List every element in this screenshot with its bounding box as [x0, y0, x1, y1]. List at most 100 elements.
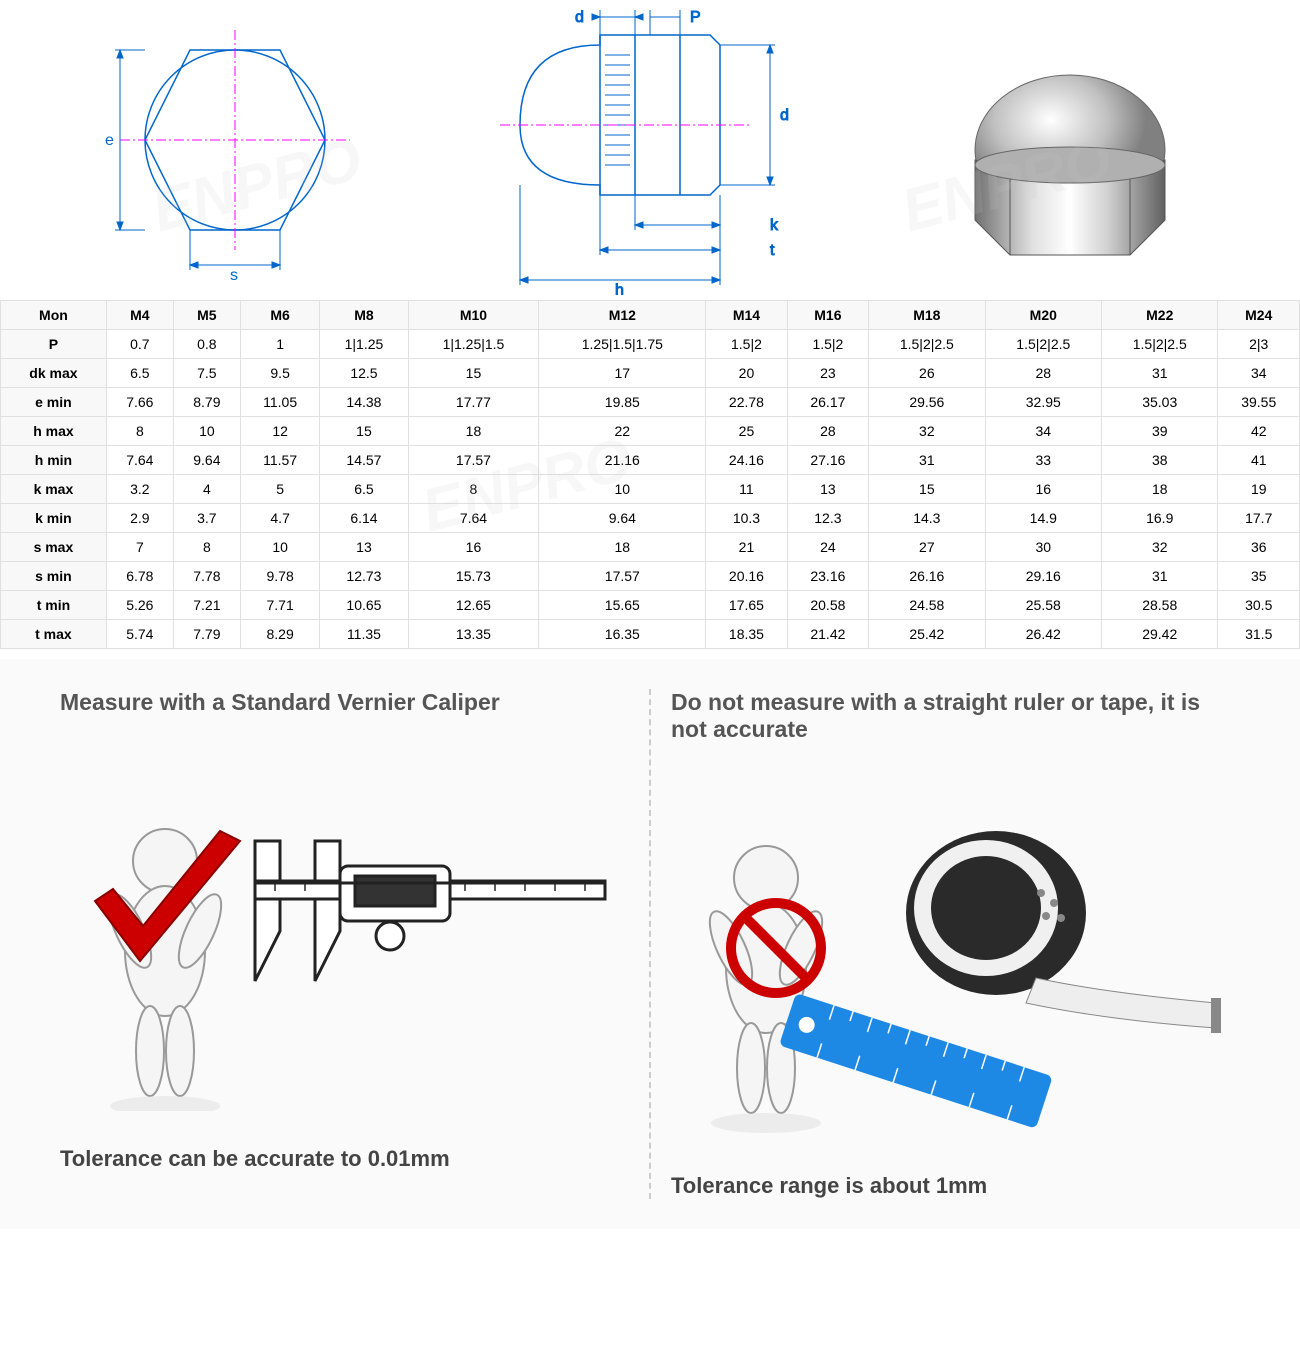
- table-cell: 27: [869, 533, 985, 562]
- table-cell: 38: [1102, 446, 1218, 475]
- table-cell: 7.64: [408, 504, 539, 533]
- row-label: k max: [1, 475, 107, 504]
- table-cell: 20.58: [787, 591, 868, 620]
- table-cell: 31.5: [1218, 620, 1300, 649]
- table-header-cell: M14: [706, 301, 787, 330]
- table-header-cell: M12: [539, 301, 706, 330]
- table-cell: 22.78: [706, 388, 787, 417]
- measure-correct: Measure with a Standard Vernier Caliper: [40, 689, 651, 1199]
- table-cell: 35: [1218, 562, 1300, 591]
- table-header-row: MonM4M5M6M8M10M12M14M16M18M20M22M24: [1, 301, 1300, 330]
- table-header-cell: M20: [985, 301, 1101, 330]
- svg-text:e: e: [105, 132, 114, 149]
- table-cell: 12.65: [408, 591, 539, 620]
- table-cell: 17.57: [539, 562, 706, 591]
- table-cell: 16: [985, 475, 1101, 504]
- table-cell: 41: [1218, 446, 1300, 475]
- table-cell: 15.65: [539, 591, 706, 620]
- table-row: e min7.668.7911.0514.3817.7719.8522.7826…: [1, 388, 1300, 417]
- table-cell: 13: [320, 533, 408, 562]
- table-cell: 29.56: [869, 388, 985, 417]
- table-cell: 21: [706, 533, 787, 562]
- table-cell: 23: [787, 359, 868, 388]
- table-cell: 16: [408, 533, 539, 562]
- table-cell: 32: [869, 417, 985, 446]
- svg-text:h: h: [615, 282, 624, 295]
- table-row: P0.70.811|1.251|1.25|1.51.25|1.5|1.751.5…: [1, 330, 1300, 359]
- table-cell: 21.42: [787, 620, 868, 649]
- table-cell: 12.5: [320, 359, 408, 388]
- table-cell: 32.95: [985, 388, 1101, 417]
- table-cell: 1.25|1.5|1.75: [539, 330, 706, 359]
- measure-incorrect: Do not measure with a straight ruler or …: [651, 689, 1260, 1199]
- left-caption: Tolerance can be accurate to 0.01mm: [60, 1146, 629, 1172]
- row-label: k min: [1, 504, 107, 533]
- table-cell: 22: [539, 417, 706, 446]
- table-row: s max7810131618212427303236: [1, 533, 1300, 562]
- table-cell: 28.58: [1102, 591, 1218, 620]
- right-title: Do not measure with a straight ruler or …: [671, 689, 1240, 743]
- table-cell: 1.5|2: [787, 330, 868, 359]
- table-cell: 3.7: [173, 504, 240, 533]
- table-cell: 29.42: [1102, 620, 1218, 649]
- ruler-illustration: [671, 773, 1240, 1153]
- row-label: e min: [1, 388, 107, 417]
- table-cell: 11.57: [240, 446, 320, 475]
- table-cell: 34: [1218, 359, 1300, 388]
- table-header-cell: M18: [869, 301, 985, 330]
- table-row: h min7.649.6411.5714.5717.5721.1624.1627…: [1, 446, 1300, 475]
- row-label: dk max: [1, 359, 107, 388]
- table-cell: 8: [173, 533, 240, 562]
- row-label: s min: [1, 562, 107, 591]
- table-cell: 10: [240, 533, 320, 562]
- table-header-cell: Mon: [1, 301, 107, 330]
- table-cell: 30: [985, 533, 1101, 562]
- table-row: k max3.2456.5810111315161819: [1, 475, 1300, 504]
- table-header-cell: M24: [1218, 301, 1300, 330]
- table-cell: 18.35: [706, 620, 787, 649]
- table-cell: 8.29: [240, 620, 320, 649]
- technical-diagrams: ENPRO ENPRO: [0, 0, 1300, 300]
- table-cell: 6.14: [320, 504, 408, 533]
- table-cell: 18: [539, 533, 706, 562]
- table-cell: 11: [706, 475, 787, 504]
- table-row: t min5.267.217.7110.6512.6515.6517.6520.…: [1, 591, 1300, 620]
- table-cell: 35.03: [1102, 388, 1218, 417]
- table-cell: 13: [787, 475, 868, 504]
- row-label: t min: [1, 591, 107, 620]
- table-cell: 1.5|2|2.5: [869, 330, 985, 359]
- table-cell: 42: [1218, 417, 1300, 446]
- table-cell: 25.58: [985, 591, 1101, 620]
- table-cell: 24: [787, 533, 868, 562]
- table-cell: 39: [1102, 417, 1218, 446]
- table-cell: 9.78: [240, 562, 320, 591]
- table-cell: 28: [787, 417, 868, 446]
- table-cell: 8.79: [173, 388, 240, 417]
- table-cell: 26.17: [787, 388, 868, 417]
- table-row: dk max6.57.59.512.51517202326283134: [1, 359, 1300, 388]
- hex-top-view-diagram: e s: [20, 20, 440, 280]
- table-cell: 36: [1218, 533, 1300, 562]
- table-cell: 16.35: [539, 620, 706, 649]
- table-cell: 23.16: [787, 562, 868, 591]
- table-header-cell: M5: [173, 301, 240, 330]
- svg-text:P: P: [690, 9, 701, 26]
- table-cell: 26.42: [985, 620, 1101, 649]
- side-view-diagram: d P d k t: [440, 5, 860, 295]
- table-header-cell: M6: [240, 301, 320, 330]
- table-cell: 7.78: [173, 562, 240, 591]
- table-row: h max81012151822252832343942: [1, 417, 1300, 446]
- table-header-cell: M10: [408, 301, 539, 330]
- table-cell: 18: [408, 417, 539, 446]
- table-row: t max5.747.798.2911.3513.3516.3518.3521.…: [1, 620, 1300, 649]
- table-cell: 17: [539, 359, 706, 388]
- table-header-cell: M4: [106, 301, 173, 330]
- row-label: t max: [1, 620, 107, 649]
- table-cell: 1.5|2|2.5: [985, 330, 1101, 359]
- table-cell: 1|1.25: [320, 330, 408, 359]
- table-cell: 12.73: [320, 562, 408, 591]
- table-row: k min2.93.74.76.147.649.6410.312.314.314…: [1, 504, 1300, 533]
- svg-text:d: d: [575, 9, 584, 26]
- table-header-cell: M16: [787, 301, 868, 330]
- table-cell: 18: [1102, 475, 1218, 504]
